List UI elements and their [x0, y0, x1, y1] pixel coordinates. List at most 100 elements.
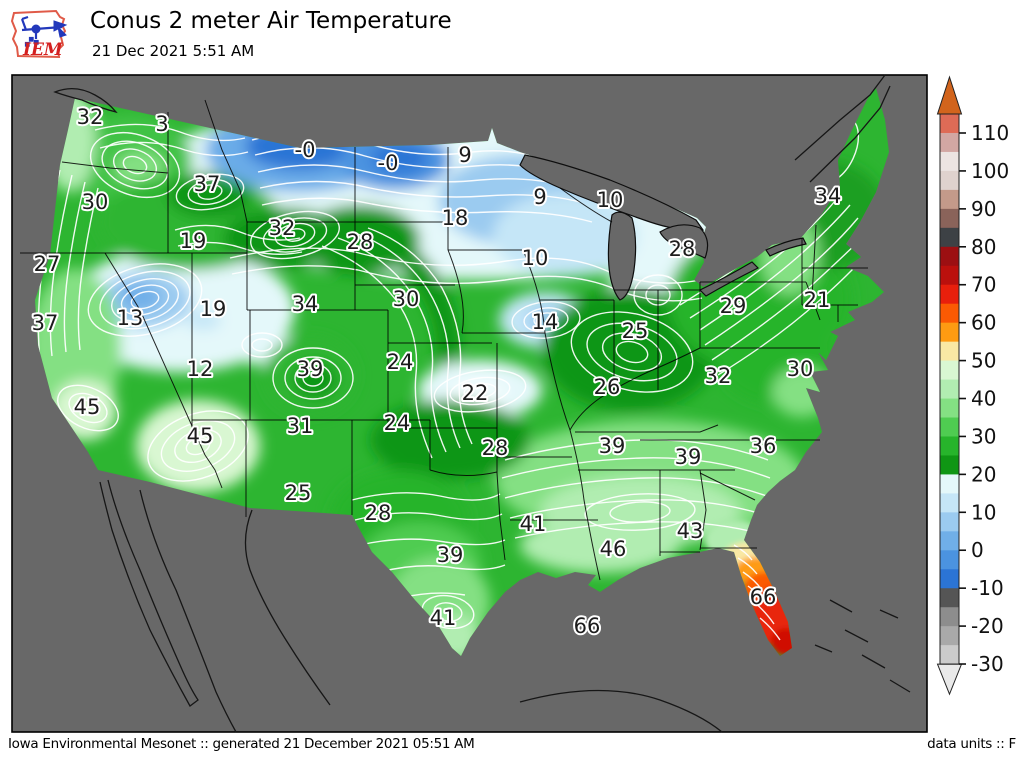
colorbar-segment	[940, 493, 959, 513]
footer: Iowa Environmental Mesonet :: generated …	[0, 736, 1024, 760]
great-lakes	[519, 154, 807, 301]
colorbar-tick-label: 50	[971, 349, 996, 373]
temp-label: 39	[675, 445, 702, 469]
colorbar-segment	[940, 550, 959, 570]
temp-label: 29	[720, 294, 747, 318]
temp-label: 9	[533, 185, 546, 209]
page-title: Conus 2 meter Air Temperature	[90, 8, 452, 34]
temp-label: 41	[430, 606, 457, 630]
colorbar-segment	[940, 436, 959, 456]
colorbar-segment	[940, 588, 959, 608]
colorbar-tick-label: 20	[971, 462, 996, 486]
temp-label: 26	[594, 375, 621, 399]
colorbar-tick-label: 0	[971, 538, 984, 562]
temp-label: -0	[378, 151, 399, 175]
colorbar-segment	[940, 531, 959, 551]
temp-label: 28	[347, 230, 374, 254]
colorbar-segment	[940, 645, 959, 665]
colorbar-tick-label: 60	[971, 311, 996, 335]
colorbar-tick-label: 90	[971, 197, 996, 221]
temp-label: 25	[622, 319, 649, 343]
temp-label: 28	[482, 436, 509, 460]
temp-label: 66	[750, 585, 777, 609]
colorbar-segment	[940, 265, 959, 286]
colorbar-segment	[940, 132, 959, 153]
colorbar-tick-label: 40	[971, 387, 996, 411]
temp-label: 45	[74, 395, 101, 419]
colorbar-tick-label: -20	[971, 614, 1004, 638]
colorbar-segment	[940, 114, 959, 134]
temp-label: 30	[393, 287, 420, 311]
header: IEM Conus 2 meter Air Temperature 21 Dec…	[0, 0, 1024, 70]
iem-logo-text: IEM	[22, 40, 64, 60]
temp-label: 12	[187, 357, 214, 381]
temp-label: 3	[155, 112, 168, 136]
temp-label: 66	[574, 614, 601, 638]
temp-label: 36	[750, 434, 777, 458]
temp-label: 30	[82, 190, 109, 214]
temp-label: 24	[384, 411, 411, 435]
colorbar-tick-label: 110	[971, 121, 1009, 145]
colorbar-segment	[940, 208, 959, 229]
colorbar-up-arrow	[936, 75, 963, 115]
temp-label: 39	[599, 434, 626, 458]
colorbar-segment	[940, 626, 959, 646]
colorbar-segment	[940, 227, 959, 248]
temp-label: 13	[117, 306, 144, 330]
temperature-labels: 32 3 -0 -0 9 37 30 9 10 18 34 19 32 28 28 27 10 30 13 19 34 1…	[30, 103, 844, 640]
temp-label: 9	[458, 143, 471, 167]
colorbar-segment	[940, 455, 959, 475]
temp-label: 27	[34, 252, 61, 276]
colorbar-tick-label: 30	[971, 424, 996, 448]
temp-label: -0	[295, 138, 316, 162]
map-timestamp: 21 Dec 2021 5:51 AM	[92, 42, 255, 60]
temp-label: 39	[297, 357, 324, 381]
colorbar-tick-label: -10	[971, 576, 1004, 600]
temp-label: 10	[597, 188, 624, 212]
colorbar-segment	[940, 341, 959, 362]
temp-label: 31	[287, 414, 314, 438]
colorbar-tick-label: 70	[971, 273, 996, 297]
colorbar-segment	[940, 607, 959, 627]
footer-credit: Iowa Environmental Mesonet :: generated …	[8, 736, 475, 752]
temp-label: 37	[32, 311, 59, 335]
temp-label: 43	[677, 519, 704, 543]
temp-label: 19	[200, 297, 227, 321]
colorbar-segment	[940, 417, 959, 437]
colorbar-segment	[940, 322, 959, 343]
temp-label: 18	[442, 206, 469, 230]
temp-label: 25	[285, 481, 312, 505]
temp-label: 32	[269, 216, 296, 240]
temp-label: 10	[522, 246, 549, 270]
temp-label: 28	[365, 501, 392, 525]
colorbar-tick-label: 100	[971, 159, 1009, 183]
state-borders	[20, 99, 868, 581]
temp-label: 45	[187, 424, 214, 448]
temp-label: 32	[705, 364, 732, 388]
temp-label: 14	[532, 310, 559, 334]
temp-label: 46	[600, 537, 627, 561]
temp-label: 34	[292, 292, 319, 316]
colorbar-segment	[940, 170, 959, 191]
foreign-coastlines	[53, 74, 911, 733]
temp-label: 21	[804, 288, 831, 312]
temp-label: 39	[437, 543, 464, 567]
colorbar-segment	[940, 303, 959, 324]
colorbar-segment	[940, 398, 959, 418]
colorbar-segment	[940, 569, 959, 589]
colorbar-segment	[940, 360, 959, 380]
temp-label: 37	[194, 172, 221, 196]
colorbar-down-arrow	[936, 663, 963, 696]
temp-label: 19	[180, 229, 207, 253]
iem-logo: IEM	[10, 9, 68, 60]
colorbar-tick-label: -30	[971, 652, 1004, 676]
temp-label: 30	[787, 357, 814, 381]
temp-label: 34	[815, 184, 842, 208]
colorbar-segment	[940, 246, 959, 267]
colorbar-segment	[940, 284, 959, 305]
colorbar-segment	[940, 189, 959, 210]
temp-label: 22	[462, 381, 489, 405]
